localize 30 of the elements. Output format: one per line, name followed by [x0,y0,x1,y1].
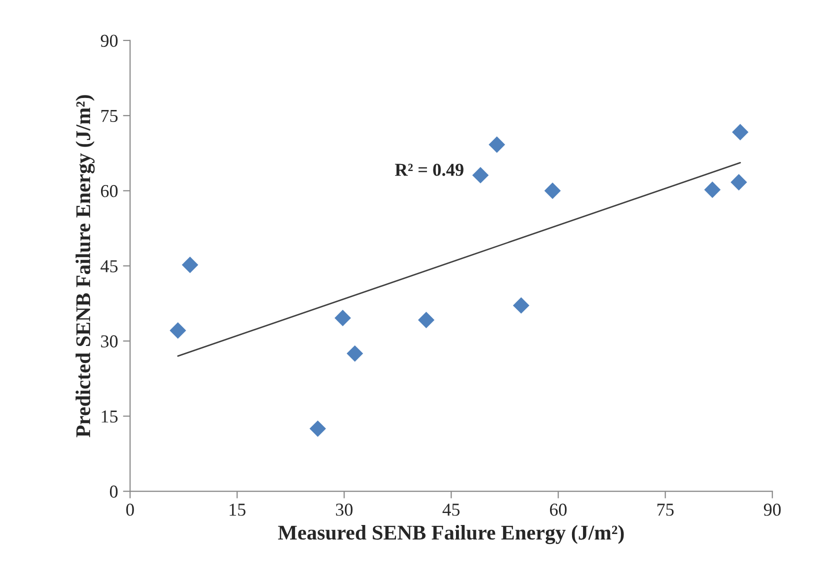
point [544,182,561,199]
point [334,310,351,326]
point [488,136,506,153]
point [512,297,530,314]
y-tick-label: 30 [101,335,118,348]
x-tick-label: 60 [550,504,567,516]
point [346,345,364,362]
x-tick-label: 15 [230,504,246,516]
y-tick-label: 15 [102,410,118,423]
point [182,256,198,274]
annotation: R² = 0.49 [395,164,464,176]
x-tick-label: 75 [657,504,674,516]
x-tick-label: 45 [442,504,460,516]
point [732,124,748,140]
point [704,182,721,198]
x-tick-label: 30 [336,504,353,516]
point [170,322,186,339]
x-axis-title: Measured SENB Failure Energy (J/m²) [278,525,624,544]
y-tick-label: 60 [100,184,118,198]
y-tick-label: 45 [100,260,118,272]
point [472,166,489,184]
y-tick-label: 90 [100,34,118,47]
y-tick-label: 0 [110,486,118,498]
x-tick-label: 0 [126,504,134,516]
x-tick-label: 90 [764,504,781,516]
y-axis-title: Predicted SENB Failure Energy (J/m²) [76,95,95,438]
point [418,312,434,328]
point [310,420,326,437]
point [730,174,748,190]
y-tick-label: 75 [101,110,118,122]
